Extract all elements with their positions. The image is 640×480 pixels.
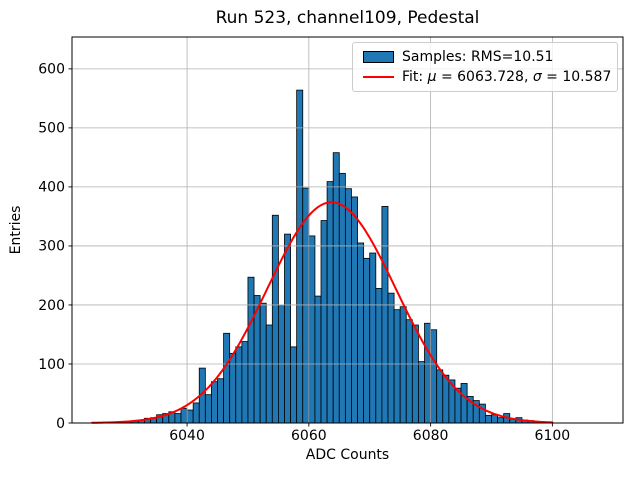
histogram-bar bbox=[357, 242, 365, 424]
histogram-bar bbox=[308, 235, 316, 424]
histogram-bar bbox=[497, 417, 505, 424]
histogram-bar bbox=[180, 407, 188, 424]
histogram-bar bbox=[223, 332, 231, 424]
histogram-bar bbox=[375, 288, 383, 424]
histogram-bar bbox=[393, 309, 401, 424]
histogram-bar bbox=[235, 346, 243, 424]
y-axis-label: Entries bbox=[8, 205, 24, 255]
histogram-bar bbox=[186, 409, 194, 424]
x-axis-label: ADC Counts bbox=[305, 447, 390, 463]
legend-entry-samples: Samples: RMS=10.51 bbox=[363, 47, 609, 67]
fit-label-prefix: Fit: bbox=[402, 69, 428, 85]
histogram-bar bbox=[338, 172, 346, 424]
x-tick-label: 6100 bbox=[535, 428, 571, 444]
fit-mu-value: = 6063.728, bbox=[436, 69, 533, 85]
ticks-group bbox=[68, 68, 553, 427]
histogram-bar bbox=[369, 252, 377, 424]
legend-fit-label: Fit: μ = 6063.728, σ = 10.587 bbox=[402, 68, 611, 86]
histogram-bar bbox=[271, 214, 279, 424]
histogram-bar bbox=[211, 381, 218, 424]
histogram-bar bbox=[326, 181, 334, 424]
histogram-bar bbox=[344, 188, 352, 424]
histogram-bar bbox=[424, 322, 432, 424]
histogram-bar bbox=[296, 89, 304, 424]
histogram-bar bbox=[247, 276, 255, 424]
histogram-bar bbox=[320, 220, 328, 424]
samples-swatch-icon bbox=[363, 51, 394, 63]
y-tick-label: 0 bbox=[56, 416, 65, 432]
x-tick-label: 6060 bbox=[291, 428, 327, 444]
histogram-bar bbox=[204, 394, 212, 424]
histogram-bar bbox=[442, 374, 450, 424]
histogram-bar bbox=[405, 319, 413, 424]
y-tick-label: 400 bbox=[38, 180, 65, 196]
histogram-bar bbox=[491, 414, 498, 424]
histogram-bar bbox=[381, 205, 389, 424]
histogram-bar bbox=[411, 324, 419, 424]
tick-labels-group: 6040 6060 6080 6100 0 100 200 300 400 500 600 bbox=[38, 62, 570, 444]
histogram-bar bbox=[174, 413, 182, 424]
y-tick-label: 300 bbox=[38, 239, 65, 255]
histogram-bar bbox=[284, 233, 291, 424]
histogram-bar bbox=[217, 378, 224, 424]
histogram-bar bbox=[387, 292, 395, 424]
axes-spines bbox=[71, 36, 624, 424]
histogram-bar bbox=[484, 414, 492, 424]
histogram-bar bbox=[332, 152, 340, 424]
y-tick-label: 600 bbox=[38, 62, 65, 78]
histogram-bar bbox=[418, 361, 425, 424]
histogram-bar bbox=[351, 196, 358, 424]
histogram-bar bbox=[241, 341, 249, 424]
x-tick-label: 6040 bbox=[169, 428, 205, 444]
legend-entry-fit: Fit: μ = 6063.728, σ = 10.587 bbox=[363, 67, 611, 87]
histogram-bar bbox=[265, 324, 273, 424]
y-tick-label: 100 bbox=[38, 357, 65, 373]
histogram-bar bbox=[430, 329, 438, 424]
fit-sigma-symbol: σ bbox=[532, 69, 542, 85]
chart-title: Run 523, channel109, Pedestal bbox=[215, 8, 480, 28]
histogram-bar bbox=[192, 402, 200, 424]
histogram-bar bbox=[436, 369, 444, 424]
legend-box: Samples: RMS=10.51 Fit: μ = 6063.728, σ … bbox=[352, 42, 618, 92]
x-tick-label: 6080 bbox=[413, 428, 449, 444]
gaussian-fit-curve bbox=[91, 201, 554, 424]
y-tick-label: 500 bbox=[38, 121, 65, 137]
histogram-bar bbox=[259, 302, 267, 424]
fit-mu-symbol: μ bbox=[427, 69, 437, 85]
histogram-bar bbox=[399, 306, 407, 424]
histogram-bar bbox=[363, 257, 371, 424]
y-tick-label: 200 bbox=[38, 298, 65, 314]
histogram-bar bbox=[314, 295, 322, 424]
fit-sigma-value: = 10.587 bbox=[541, 69, 612, 85]
histogram-bar bbox=[460, 383, 468, 424]
fit-line-icon bbox=[363, 76, 394, 78]
legend-samples-label: Samples: RMS=10.51 bbox=[402, 49, 554, 65]
histogram-bar bbox=[290, 346, 298, 424]
